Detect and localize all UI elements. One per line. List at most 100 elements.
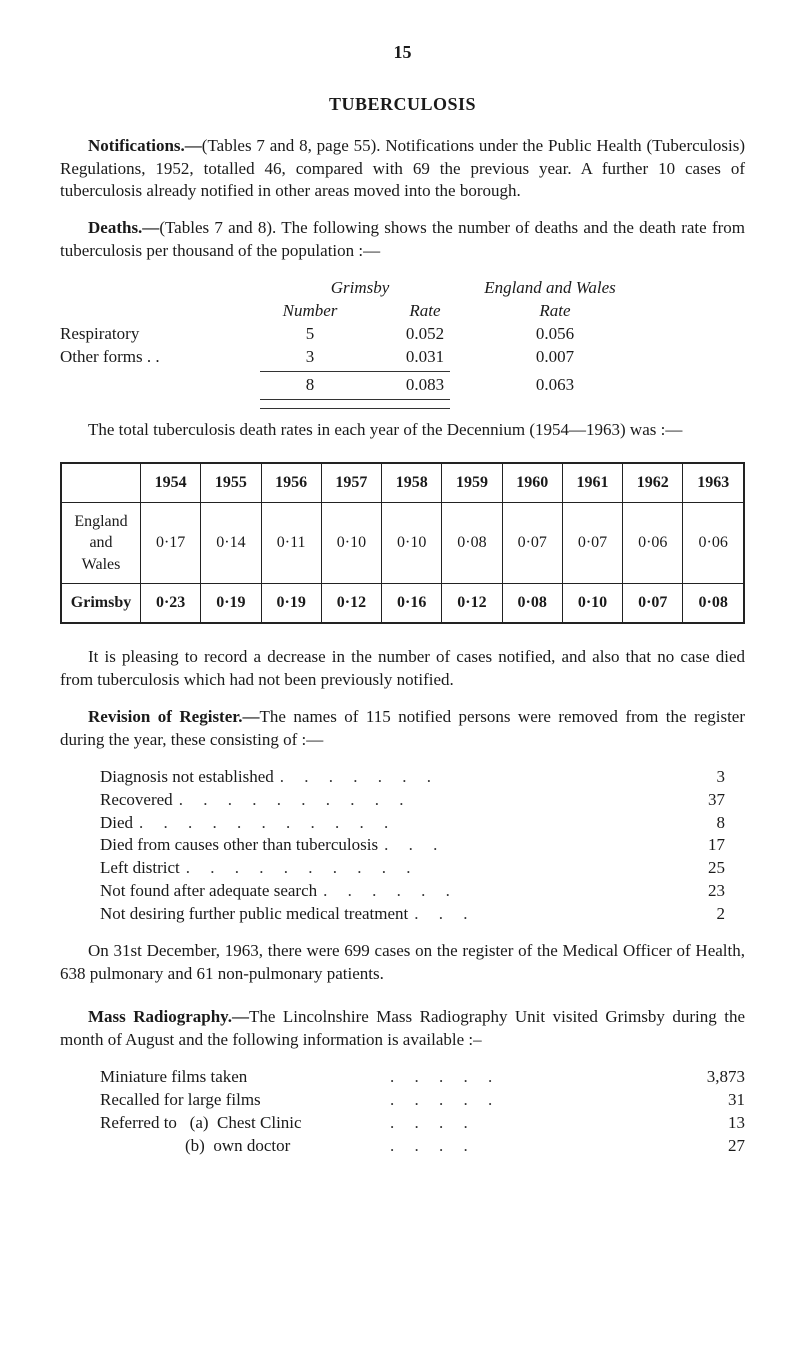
deaths-total: 8 0.083 0.063 (60, 374, 745, 397)
row-erate: 0.056 (490, 323, 620, 346)
list-item: (b) own doctor . . . . 27 (100, 1135, 745, 1158)
list-label: Diagnosis not established (100, 766, 274, 789)
dec-val: 0·08 (442, 502, 502, 584)
dec-val: 0·19 (261, 584, 321, 623)
dec-year: 1963 (683, 463, 744, 502)
dec-year: 1961 (562, 463, 622, 502)
leader-dots: . . . . . (390, 1066, 665, 1089)
leader-dots: . . . . . . (317, 880, 655, 903)
dec-val: 0·07 (502, 502, 562, 584)
deaths-row: Other forms . . 3 0.031 0.007 (60, 346, 745, 369)
decennium-intro: The total tuberculosis death rates in ea… (60, 419, 745, 442)
list-label: Died from causes other than tuberculosis (100, 834, 378, 857)
dec-year: 1960 (502, 463, 562, 502)
col-grimsby: Grimsby (260, 277, 460, 300)
list-value: 3,873 (665, 1066, 745, 1089)
total-grate: 0.083 (360, 374, 490, 397)
leader-dots: . . . (378, 834, 655, 857)
list-value: 2 (655, 903, 745, 926)
deaths-heading: Deaths.— (88, 218, 159, 237)
dec-val: 0·06 (683, 502, 744, 584)
list-item: Miniature films taken . . . . . 3,873 (100, 1066, 745, 1089)
row-label: Respiratory (60, 323, 260, 346)
dec-val: 0·07 (623, 584, 683, 623)
list-label: Recovered (100, 789, 173, 812)
dec-val: 0·23 (141, 584, 201, 623)
dec-val: 0·06 (623, 502, 683, 584)
dec-year: 1955 (201, 463, 261, 502)
leader-dots: . . . . . . . . . . (180, 857, 655, 880)
decennium-table: 1954 1955 1956 1957 1958 1959 1960 1961 … (60, 462, 745, 624)
leader-dots: . . . . (390, 1112, 665, 1135)
row-grate: 0.031 (360, 346, 490, 369)
list-label: Left district (100, 857, 180, 880)
dec-header-row: 1954 1955 1956 1957 1958 1959 1960 1961 … (61, 463, 744, 502)
leader-dots: . . . (408, 903, 655, 926)
list-value: 17 (655, 834, 745, 857)
dec-year: 1957 (321, 463, 381, 502)
dec-year: 1954 (141, 463, 201, 502)
col-number: Number (260, 300, 360, 323)
dec-val: 0·08 (683, 584, 744, 623)
total-erate: 0.063 (490, 374, 620, 397)
list-value: 25 (655, 857, 745, 880)
leader-dots: . . . . . (390, 1089, 665, 1112)
dec-val: 0·12 (321, 584, 381, 623)
row-label: Other forms . . (60, 346, 260, 369)
dec-val: 0·16 (382, 584, 442, 623)
list-item: Died . . . . . . . . . . . 8 (100, 812, 745, 835)
radiography-para: Mass Radiography.—The Lincolnshire Mass … (60, 1006, 745, 1052)
leader-dots: . . . . (390, 1135, 665, 1158)
radiography-list: Miniature films taken . . . . . 3,873 Re… (100, 1066, 745, 1158)
leader-dots: . . . . . . . . . . . (133, 812, 655, 835)
dec-val: 0·10 (562, 584, 622, 623)
list-value: 37 (655, 789, 745, 812)
leader-dots: . . . . . . . . . . (173, 789, 655, 812)
dec-val: 0·11 (261, 502, 321, 584)
deaths-stats: Grimsby England and Wales Number Rate Ra… (60, 277, 745, 411)
total-number: 8 (260, 374, 360, 397)
revision-heading: Revision of Register.— (88, 707, 260, 726)
list-item: Referred to (a) Chest Clinic . . . . 13 (100, 1112, 745, 1135)
list-item: Recalled for large films . . . . . 31 (100, 1089, 745, 1112)
list-label: Died (100, 812, 133, 835)
radiography-heading: Mass Radiography.— (88, 1007, 249, 1026)
list-label: Referred to (a) Chest Clinic (100, 1112, 390, 1135)
dec-val: 0·19 (201, 584, 261, 623)
list-label: Not found after adequate search (100, 880, 317, 903)
deaths-para: Deaths.—(Tables 7 and 8). The following … (60, 217, 745, 263)
row-number: 5 (260, 323, 360, 346)
dec-val: 0·07 (562, 502, 622, 584)
col-rate-e: Rate (490, 300, 620, 323)
deaths-row: Respiratory 5 0.052 0.056 (60, 323, 745, 346)
notifications-para: Notifications.—(Tables 7 and 8, page 55)… (60, 135, 745, 204)
row-number: 3 (260, 346, 360, 369)
dec-val: 0·10 (321, 502, 381, 584)
dec-row-label: EnglandandWales (61, 502, 141, 584)
dec-row-ew: EnglandandWales 0·17 0·14 0·11 0·10 0·10… (61, 502, 744, 584)
list-item: Diagnosis not established . . . . . . . … (100, 766, 745, 789)
pleasing-para: It is pleasing to record a decrease in t… (60, 646, 745, 692)
dec-row-grimsby: Grimsby 0·23 0·19 0·19 0·12 0·16 0·12 0·… (61, 584, 744, 623)
dec-year: 1956 (261, 463, 321, 502)
dec-row-label: Grimsby (61, 584, 141, 623)
list-item: Died from causes other than tuberculosis… (100, 834, 745, 857)
list-value: 31 (665, 1089, 745, 1112)
col-rate-g: Rate (360, 300, 490, 323)
page-number: 15 (60, 40, 745, 64)
list-value: 13 (665, 1112, 745, 1135)
deaths-body: (Tables 7 and 8). The following shows th… (60, 218, 745, 260)
row-erate: 0.007 (490, 346, 620, 369)
list-item: Recovered . . . . . . . . . . 37 (100, 789, 745, 812)
col-ew: England and Wales (460, 277, 640, 300)
revision-para: Revision of Register.—The names of 115 n… (60, 706, 745, 752)
row-grate: 0.052 (360, 323, 490, 346)
list-label: Recalled for large films (100, 1089, 390, 1112)
list-label: (b) own doctor (100, 1135, 390, 1158)
list-item: Not found after adequate search . . . . … (100, 880, 745, 903)
dec-val: 0·14 (201, 502, 261, 584)
dec-val: 0·08 (502, 584, 562, 623)
list-label: Not desiring further public medical trea… (100, 903, 408, 926)
december-para: On 31st December, 1963, there were 699 c… (60, 940, 745, 986)
list-item: Left district . . . . . . . . . . 25 (100, 857, 745, 880)
